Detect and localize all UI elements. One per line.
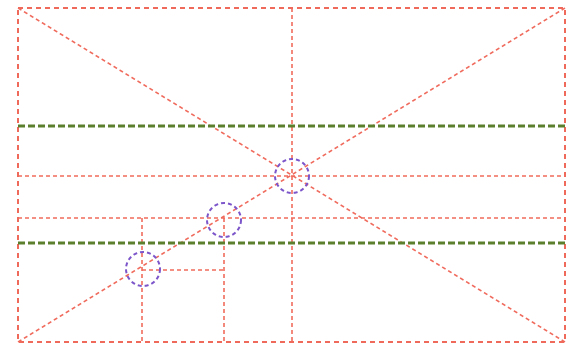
focus-circle-lower bbox=[125, 251, 161, 287]
diagonal-line-top-left-to-bottom-right bbox=[17, 7, 566, 343]
focus-circle-center bbox=[274, 158, 310, 194]
diagonal-line-bottom-left-to-top-right bbox=[17, 7, 566, 343]
focus-circle-middle bbox=[206, 202, 242, 238]
